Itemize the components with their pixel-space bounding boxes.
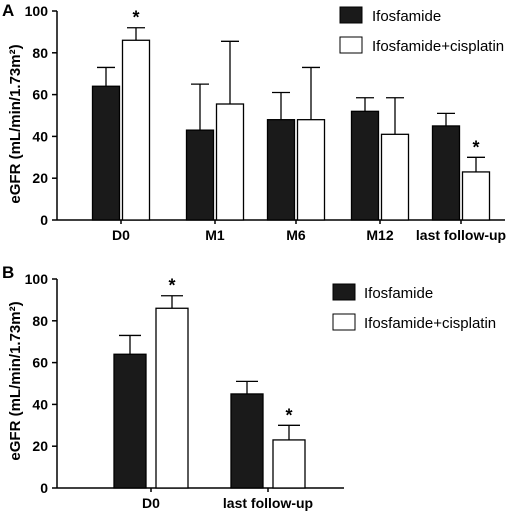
panel-b-legend-label-ifosfamide: Ifosfamide — [364, 285, 433, 302]
panel-b-legend-swatch-ifosfamide-cisplatin — [332, 313, 356, 331]
panel-b-x-tick-label-last-follow-up: last follow-up — [223, 495, 313, 511]
panel-a-y-tick-label-40: 40 — [32, 128, 48, 144]
panel-a-legend-label-ifosfamide: Ifosfamide — [372, 8, 441, 25]
panel-b-label: B — [2, 263, 14, 282]
panel-b-y-tick-label-80: 80 — [32, 313, 48, 329]
panel-a-y-tick-label-100: 100 — [25, 3, 49, 19]
panel-a-x-tick-label-last-follow-up: last follow-up — [416, 227, 506, 243]
panel-a-bar-ifosfamide-cisplatin-last-follow-up — [461, 171, 491, 221]
panel-b-legend: Ifosfamide Ifosfamide+cisplatin — [332, 283, 496, 332]
panel-a-y-tick-label-20: 20 — [32, 170, 48, 186]
panel-a-bar-ifosfamide-cisplatin-m1 — [215, 103, 245, 221]
panel-b-axes: 0 20 40 60 80 100 D0 last follow-up — [25, 271, 344, 511]
panel-a-x-tick-label-m12: M12 — [366, 227, 393, 243]
panel-b-chart: B eGFR (mL/min/1.73m²) 0 20 40 60 80 100 D0 las… — [2, 263, 496, 511]
panel-b-bar-ifosfamide-cisplatin-d0-significance-star: * — [168, 276, 175, 296]
panel-a-y-tick-label-0: 0 — [40, 212, 48, 228]
panel-a-legend-swatch-ifosfamide — [339, 6, 363, 24]
panel-b-y-axis-label: eGFR (mL/min/1.73m²) — [7, 301, 24, 460]
panel-b-bar-ifosfamide-cisplatin-last-follow-up-significance-star: * — [285, 405, 292, 425]
panel-a-bar-ifosfamide-m12 — [350, 110, 380, 221]
panel-a-bar-ifosfamide-cisplatin-m12 — [380, 133, 410, 221]
panel-a-axes: 0 20 40 60 80 100 D0 M1 M6 M12 last follow-up — [25, 3, 506, 243]
panel-a-y-tick-label-80: 80 — [32, 45, 48, 61]
panel-a-bars: ** — [91, 8, 491, 221]
panel-a-chart: A eGFR (mL/min/1.73m²) 0 20 40 60 80 100 D0 M1 M… — [2, 1, 506, 243]
panel-b-y-tick-label-60: 60 — [32, 355, 48, 371]
panel-b-y-tick-label-100: 100 — [25, 271, 49, 287]
panel-b-x-tick-label-d0: D0 — [142, 495, 160, 511]
panel-a-x-tick-label-d0: D0 — [112, 227, 130, 243]
panel-a-bar-ifosfamide-m1 — [185, 129, 215, 221]
panel-b-bar-ifosfamide-cisplatin-last-follow-up — [272, 439, 306, 489]
panel-b-legend-swatch-ifosfamide — [332, 283, 356, 301]
panel-a-label: A — [2, 1, 14, 20]
panel-b-bars: ** — [113, 276, 306, 489]
panel-a-bar-ifosfamide-cisplatin-d0 — [121, 39, 151, 221]
panel-a-bar-ifosfamide-cisplatin-last-follow-up-significance-star: * — [472, 137, 479, 157]
panel-a-bar-ifosfamide-d0 — [91, 85, 121, 221]
panel-b-bar-ifosfamide-last-follow-up — [230, 393, 264, 489]
panel-a-y-tick-label-60: 60 — [32, 87, 48, 103]
panel-a-legend-swatch-ifosfamide-cisplatin — [339, 36, 363, 54]
panel-a-y-axis-label: eGFR (mL/min/1.73m²) — [7, 44, 24, 203]
panel-b-legend-label-ifosfamide-cisplatin: Ifosfamide+cisplatin — [364, 315, 496, 332]
panel-a-legend-label-ifosfamide-cisplatin: Ifosfamide+cisplatin — [372, 38, 504, 55]
panel-a-bar-ifosfamide-cisplatin-m6 — [296, 119, 326, 221]
panel-a-bar-ifosfamide-cisplatin-d0-significance-star: * — [132, 8, 139, 28]
panel-b-y-tick-label-40: 40 — [32, 396, 48, 412]
panel-a-bar-ifosfamide-last-follow-up — [431, 125, 461, 221]
panel-b-y-tick-label-20: 20 — [32, 438, 48, 454]
panel-a-bar-ifosfamide-m6 — [266, 119, 296, 221]
panel-a-x-tick-label-m6: M6 — [286, 227, 306, 243]
panel-a-x-tick-label-m1: M1 — [205, 227, 225, 243]
panel-a-legend: Ifosfamide Ifosfamide+cisplatin — [339, 6, 504, 55]
panel-b-bar-ifosfamide-d0 — [113, 353, 147, 489]
panel-b-bar-ifosfamide-cisplatin-d0 — [155, 307, 189, 489]
panel-b-y-tick-label-0: 0 — [40, 480, 48, 496]
